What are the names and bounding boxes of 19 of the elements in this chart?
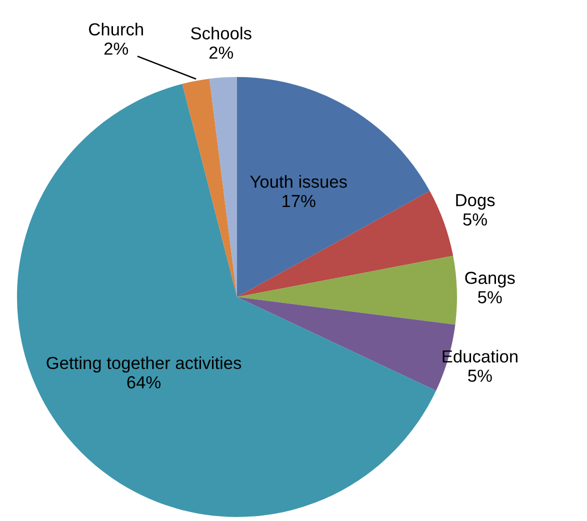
slice-label: Church [89, 22, 143, 36]
data-label: 5% [478, 291, 502, 304]
data-label: 2% [209, 46, 234, 59]
data-label: 17% [282, 194, 316, 208]
slice-label: Dogs [456, 194, 495, 210]
pie-slice [17, 84, 436, 517]
data-label: 5% [468, 370, 492, 382]
data-label: 5% [463, 213, 487, 226]
pie-slice [237, 77, 430, 297]
pie-slice [209, 77, 237, 297]
pie-slice [182, 78, 237, 297]
pie-slice [237, 256, 457, 325]
slice-label: Getting together activities [46, 356, 242, 373]
slice-label: Gangs [465, 272, 515, 288]
slice-label: Schools [191, 26, 252, 40]
slice-label: Youth issues [250, 175, 347, 188]
data-label: 64% [127, 376, 161, 388]
data-label: 2% [104, 42, 128, 55]
pie-slice [237, 191, 454, 297]
